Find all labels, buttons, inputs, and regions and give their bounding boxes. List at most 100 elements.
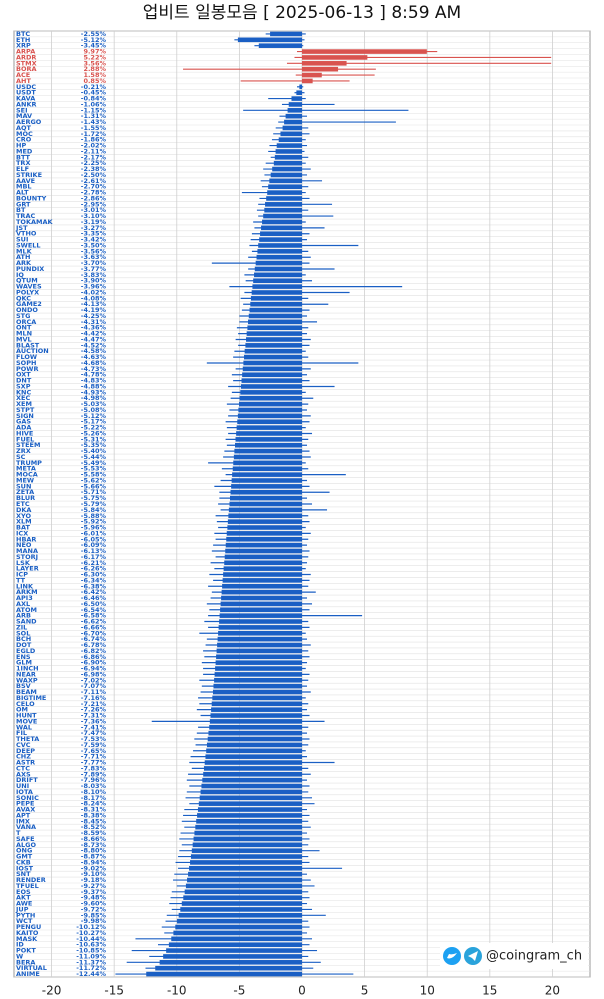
bar xyxy=(201,783,302,789)
bar xyxy=(291,96,302,101)
bar xyxy=(263,213,302,219)
bar xyxy=(194,830,302,836)
row-name: META xyxy=(16,465,36,473)
row-pct: -7.53% xyxy=(81,735,107,743)
row-name: TRX xyxy=(16,159,30,167)
row-name: ONT xyxy=(16,324,32,332)
bar xyxy=(265,202,302,207)
bar xyxy=(296,90,302,95)
row-pct: -7.89% xyxy=(81,770,107,778)
row-name: ARKM xyxy=(16,588,38,596)
bar xyxy=(247,325,302,331)
bar xyxy=(159,960,302,965)
row-name: AXS xyxy=(16,770,31,778)
row-pct: -9.85% xyxy=(81,911,107,919)
bar xyxy=(246,331,302,336)
row-name: STRIKE xyxy=(16,171,42,179)
row-pct: -0.21% xyxy=(81,83,107,91)
bar xyxy=(190,860,302,865)
row-pct: -6.82% xyxy=(81,647,107,655)
watermark-box: @coingram_ch xyxy=(440,943,588,969)
bar xyxy=(200,789,302,795)
bar xyxy=(222,578,302,583)
row-pct: -6.74% xyxy=(81,635,107,643)
row-pct: -2.95% xyxy=(81,200,107,208)
row-name: SUN xyxy=(16,482,31,490)
bar xyxy=(206,748,302,754)
bar xyxy=(221,589,302,595)
bar xyxy=(217,642,302,648)
row-name: ARB xyxy=(16,612,31,620)
bar xyxy=(168,942,302,947)
row-name: ID xyxy=(16,941,24,949)
bar xyxy=(260,231,302,237)
row-name: EGLD xyxy=(16,647,36,655)
bar xyxy=(248,313,302,319)
row-pct: -3.42% xyxy=(81,236,107,244)
bar xyxy=(249,307,302,313)
row-name: PEPE xyxy=(16,800,34,808)
x-tick-label: 5 xyxy=(361,984,369,998)
bar xyxy=(233,454,302,460)
row-pct: -7.83% xyxy=(81,764,107,772)
row-pct: -7.41% xyxy=(81,723,107,731)
bar xyxy=(243,360,302,366)
row-pct: -3.45% xyxy=(81,42,107,50)
row-name: MBL xyxy=(16,183,32,191)
row-pct: -7.36% xyxy=(81,717,107,725)
row-pct: -4.47% xyxy=(81,335,107,343)
row-name: DKA xyxy=(16,506,31,514)
x-tick-label: -5 xyxy=(233,984,245,998)
row-name: STMX xyxy=(16,59,37,67)
bar xyxy=(302,49,427,54)
row-pct: -6.05% xyxy=(81,535,107,543)
row-name: ELF xyxy=(16,165,29,173)
bar xyxy=(237,419,302,425)
row-name: UNI xyxy=(16,782,29,790)
row-name: ZIL xyxy=(16,623,27,631)
row-pct: -6.50% xyxy=(81,600,107,608)
bar xyxy=(270,31,302,37)
row-pct: -5.79% xyxy=(81,500,107,508)
row-pct: -7.11% xyxy=(81,688,107,696)
row-pct: -9.98% xyxy=(81,917,107,925)
row-name: MOVE xyxy=(16,717,37,725)
row-name: TT xyxy=(16,576,26,584)
row-name: STPT xyxy=(16,406,35,414)
row-name: 1INCH xyxy=(16,665,39,673)
bar xyxy=(166,948,302,953)
row-pct: -0.84% xyxy=(81,95,107,103)
bar xyxy=(235,437,302,442)
row-name: BTT xyxy=(16,153,31,161)
row-name: OM xyxy=(16,706,28,714)
bar xyxy=(237,413,302,419)
row-pct: -10.12% xyxy=(76,923,106,931)
row-name: JUP xyxy=(15,905,29,913)
bar xyxy=(192,842,302,848)
bar xyxy=(222,583,302,589)
row-pct: -11.37% xyxy=(76,958,106,966)
row-pct: -5.12% xyxy=(81,412,107,420)
row-pct: -8.87% xyxy=(81,853,107,861)
bar xyxy=(244,348,302,354)
row-name: DRIFT xyxy=(16,776,38,784)
row-pct: -4.36% xyxy=(81,324,107,332)
row-name: MVL xyxy=(16,335,32,343)
row-name: BERA xyxy=(16,958,35,966)
row-name: ONDO xyxy=(16,306,38,314)
row-name: ORCA xyxy=(16,318,36,326)
row-pct: -4.68% xyxy=(81,359,107,367)
bar xyxy=(239,401,302,407)
row-pct: -4.58% xyxy=(81,347,107,355)
bar xyxy=(185,883,302,889)
row-pct: -8.80% xyxy=(81,847,107,855)
row-name: MANA xyxy=(16,547,38,555)
bar xyxy=(180,907,302,912)
bar xyxy=(241,378,302,383)
bar xyxy=(215,666,302,671)
row-name: EOS xyxy=(16,888,31,896)
row-pct: -11.72% xyxy=(76,964,106,972)
row-name: GAS xyxy=(16,418,31,426)
row-pct: -7.65% xyxy=(81,747,107,755)
row-name: ARK xyxy=(16,259,32,267)
